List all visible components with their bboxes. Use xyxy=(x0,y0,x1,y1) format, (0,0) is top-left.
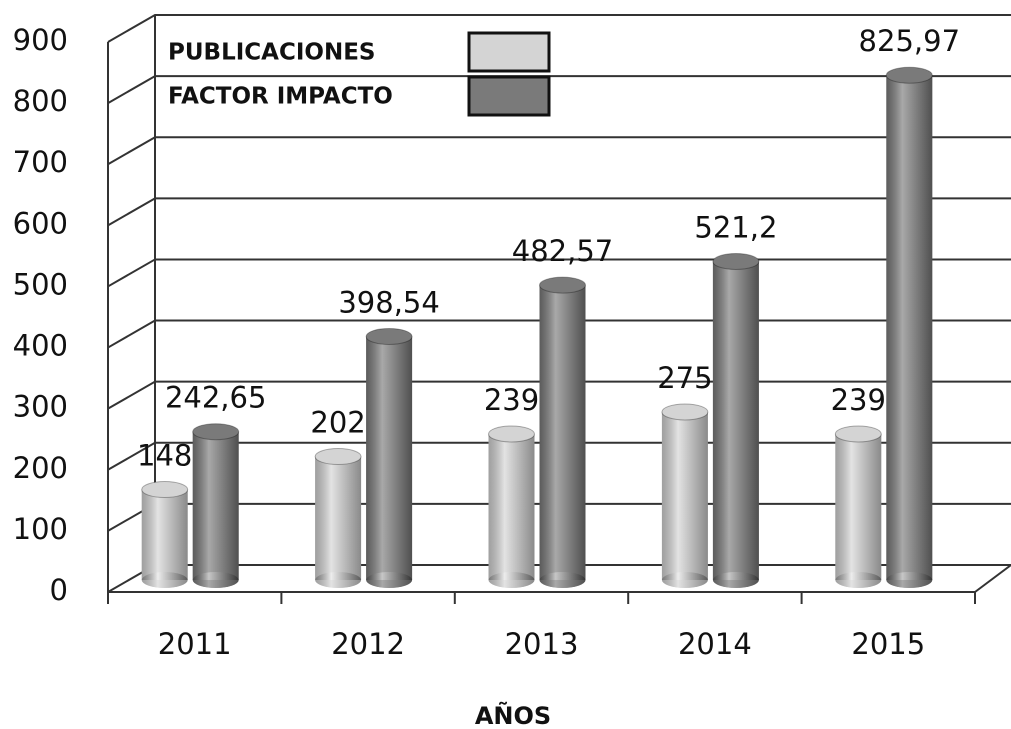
grid-line xyxy=(107,136,1011,166)
bar-base-shade xyxy=(488,572,535,588)
bar-base-shade xyxy=(886,572,933,588)
y-tick-label: 300 xyxy=(13,390,68,424)
bar-top xyxy=(834,425,882,443)
value-label: 242,65 xyxy=(165,381,266,415)
bar-top xyxy=(712,252,760,270)
y-tick-label: 800 xyxy=(13,84,68,118)
bar-shade xyxy=(712,261,759,580)
bar-shade xyxy=(141,489,188,580)
bar-shade xyxy=(192,431,239,580)
bar-shade xyxy=(661,411,708,580)
bar-shade xyxy=(539,285,586,580)
grid-line xyxy=(107,197,1011,227)
bar xyxy=(141,481,189,588)
legend-label: PUBLICACIONES xyxy=(168,40,375,66)
y-tick-label: 400 xyxy=(13,329,68,363)
bar xyxy=(712,252,760,588)
bar-top xyxy=(539,276,586,294)
bar-top xyxy=(141,481,189,499)
value-label: 239 xyxy=(484,383,539,417)
y-tick-label: 600 xyxy=(13,206,68,240)
bar-shade xyxy=(366,336,413,580)
bar-base-shade xyxy=(712,572,759,588)
bar-top xyxy=(365,327,413,345)
bar-shade xyxy=(835,433,882,580)
bar-base-shade xyxy=(661,572,708,588)
bar-base-shade xyxy=(835,572,882,588)
y-tick-label: 700 xyxy=(13,145,68,179)
bar xyxy=(539,276,586,588)
bar-top xyxy=(488,425,535,443)
bar-top xyxy=(192,423,240,441)
value-label: 239 xyxy=(831,383,886,417)
value-label: 275 xyxy=(657,361,712,395)
value-label: 825,97 xyxy=(859,24,960,58)
x-tick-label: 2015 xyxy=(851,627,925,661)
bar xyxy=(488,425,535,588)
x-tick-label: 2011 xyxy=(158,627,232,661)
bar-base-shade xyxy=(315,572,362,588)
bar-top xyxy=(661,403,709,421)
y-tick-label: 200 xyxy=(13,451,68,485)
grid-line xyxy=(107,75,1011,104)
x-tick-label: 2014 xyxy=(678,627,752,661)
y-tick-label: 100 xyxy=(13,512,68,546)
value-label: 398,54 xyxy=(338,285,439,319)
bar-shade xyxy=(886,75,933,581)
bar xyxy=(192,423,240,588)
bar xyxy=(314,448,362,588)
floor-line xyxy=(974,564,1011,593)
x-tick-label: 2012 xyxy=(331,627,405,661)
bar-base-shade xyxy=(539,572,586,588)
bar xyxy=(834,425,882,588)
bar-shade xyxy=(315,456,362,580)
legend-swatch xyxy=(467,75,551,117)
bar-base-shade xyxy=(141,572,188,588)
bar-base-shade xyxy=(192,572,239,588)
bar-top xyxy=(314,448,362,466)
value-label: 202 xyxy=(310,406,365,440)
y-tick-label: 900 xyxy=(13,23,68,57)
bar xyxy=(365,327,413,588)
grid-line xyxy=(107,14,1011,43)
value-label: 482,57 xyxy=(512,234,613,268)
bar-top xyxy=(885,66,933,84)
x-axis-label: AÑOS xyxy=(475,701,551,729)
bar-shade xyxy=(488,433,535,580)
bar xyxy=(885,66,933,588)
x-tick-label: 2013 xyxy=(505,627,579,661)
value-label: 521,2 xyxy=(694,210,777,244)
y-tick-label: 500 xyxy=(13,267,68,301)
y-tick-label: 0 xyxy=(50,573,68,607)
bar xyxy=(661,403,709,588)
value-label: 148 xyxy=(137,439,192,473)
bar-base-shade xyxy=(366,572,413,588)
legend-swatch xyxy=(467,31,551,73)
legend-label: FACTOR IMPACTO xyxy=(168,84,393,110)
